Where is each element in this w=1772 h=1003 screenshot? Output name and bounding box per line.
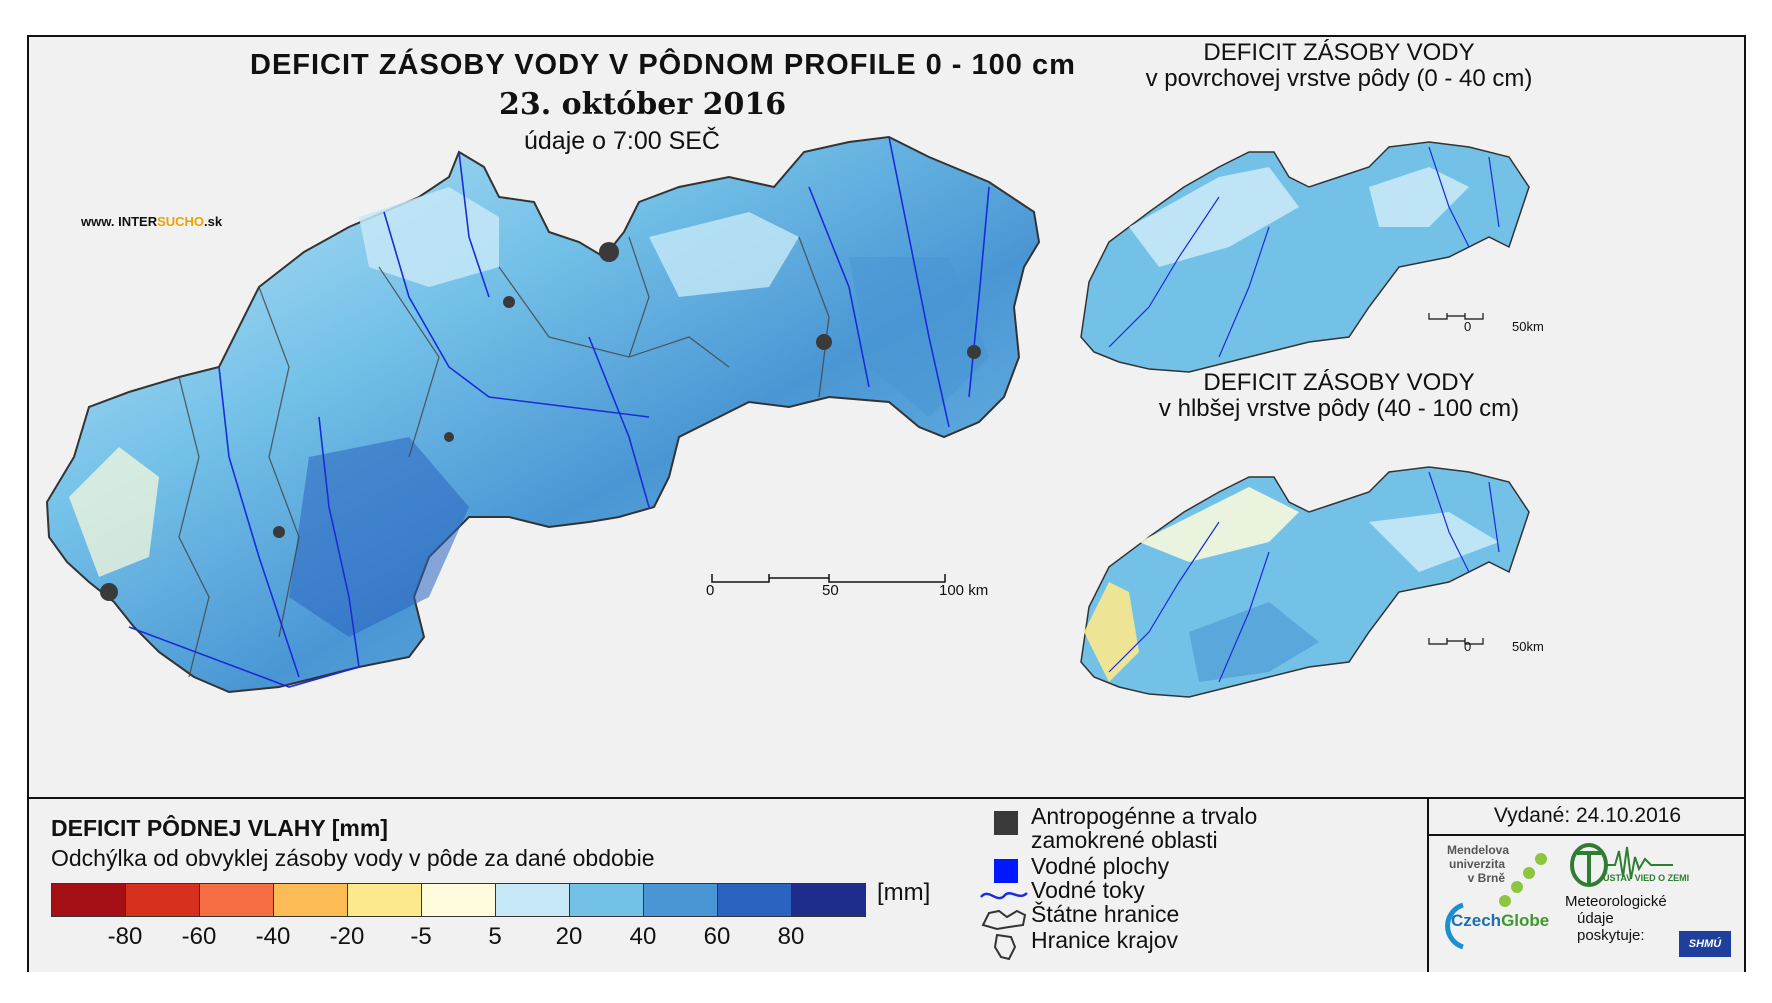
color-swatch xyxy=(125,883,200,917)
inset-bottom-map xyxy=(1080,466,1530,698)
legend-urban-label-2: zamokrené oblasti xyxy=(1031,827,1218,853)
color-ramp-tick: 40 xyxy=(629,923,657,950)
color-swatch xyxy=(569,883,644,917)
legend-water-bodies-label: Vodné plochy xyxy=(1031,853,1170,879)
ustav-logo-icon xyxy=(1570,843,1673,887)
color-ramp-tick: 80 xyxy=(777,923,805,950)
shmu-logo: SHMÚ xyxy=(1679,931,1731,957)
color-ramp-tick: 20 xyxy=(555,923,583,950)
region-border-icon xyxy=(993,933,1017,961)
color-swatch xyxy=(347,883,422,917)
slovakia-inset-top-shape xyxy=(1080,141,1530,373)
inset-top-scale-50: 50km xyxy=(1512,319,1544,334)
color-ramp-tick: -20 xyxy=(329,923,365,950)
color-ramp-tick: -5 xyxy=(410,923,432,950)
slovakia-main-shape xyxy=(45,135,1041,694)
main-date: 23. október 2016 xyxy=(499,87,787,122)
color-swatch xyxy=(643,883,718,917)
inset-bottom-scale-0: 0 xyxy=(1464,639,1472,654)
river-line-icon xyxy=(980,892,1028,900)
issued-date: Vydané: 24.10.2016 xyxy=(1493,804,1682,827)
pale-patch xyxy=(359,187,499,287)
water-body-swatch xyxy=(994,859,1018,883)
inset-top-map xyxy=(1080,141,1530,373)
inset-bottom-title-1: DEFICIT ZÁSOBY VODY xyxy=(1203,369,1475,396)
czechglobe-arc-icon xyxy=(1445,902,1464,950)
legend-title: DEFICIT PÔDNEJ VLAHY [mm] xyxy=(51,815,388,841)
inset-top-title-2: v povrchovej vrstve pôdy (0 - 40 cm) xyxy=(1145,65,1533,92)
legend-state-borders-label: Štátne hranice xyxy=(1031,901,1180,927)
dark-patch-east xyxy=(849,257,989,417)
czechglobe-logo: CzechGlobe xyxy=(1451,911,1550,930)
pale-patch-center xyxy=(649,212,799,297)
inset-bottom-scale-50: 50km xyxy=(1512,639,1544,654)
color-swatch xyxy=(717,883,792,917)
color-swatch xyxy=(421,883,496,917)
dark-patch xyxy=(289,437,469,637)
color-ramp-tick: -60 xyxy=(181,923,217,950)
mendel-dots-icon xyxy=(1499,853,1547,907)
map-area: DEFICIT ZÁSOBY VODY V PÔDNOM PROFILE 0 -… xyxy=(29,37,1744,797)
inset-top-title-1: DEFICIT ZÁSOBY VODY xyxy=(1203,39,1475,66)
legend-area: DEFICIT PÔDNEJ VLAHY [mm] Odchýlka od ob… xyxy=(29,797,1746,972)
color-ramp-tick: -40 xyxy=(255,923,291,950)
main-scale-0: 0 xyxy=(706,582,715,599)
main-scale-100: 100 km xyxy=(939,582,989,599)
color-swatch xyxy=(51,883,126,917)
river-network xyxy=(128,136,990,688)
legend-region-borders-label: Hranice krajov xyxy=(1031,927,1178,953)
region-borders xyxy=(178,236,830,678)
legend-urban-label-1: Antropogénne a trvalo xyxy=(1031,803,1258,829)
website-link[interactable]: www. INTERSUCHO.sk xyxy=(81,214,223,229)
color-swatch xyxy=(199,883,274,917)
main-scale-bar xyxy=(711,574,946,583)
color-swatch xyxy=(495,883,570,917)
inset-bottom-title-2: v hlbšej vrstve pôdy (40 - 100 cm) xyxy=(1158,395,1520,422)
legend-unit: [mm] xyxy=(877,879,931,906)
color-ramp-tick: 60 xyxy=(703,923,731,950)
website-highlight: SUCHO xyxy=(157,214,205,229)
main-title: DEFICIT ZÁSOBY VODY V PÔDNOM PROFILE 0 -… xyxy=(250,49,1076,81)
color-swatch xyxy=(791,883,866,917)
main-map-svg xyxy=(45,135,1041,694)
mendel-logo-text: Mendelova univerzita v Brně xyxy=(1447,843,1510,885)
inset-top-scale-0: 0 xyxy=(1464,319,1472,334)
map-frame: DEFICIT ZÁSOBY VODY V PÔDNOM PROFILE 0 -… xyxy=(27,35,1746,972)
meteo-credit: Meteorologické údaje poskytuje: xyxy=(1565,893,1667,944)
color-ramp-tick: -80 xyxy=(107,923,143,950)
state-border-icon xyxy=(981,909,1027,931)
slovakia-inset-bottom-shape xyxy=(1080,466,1530,698)
main-time-note: údaje o 7:00 SEČ xyxy=(524,127,720,155)
ustav-logo-text: ÚSTAV VIED O ZEMI xyxy=(1603,873,1690,883)
legend-rivers-label: Vodné toky xyxy=(1031,877,1145,903)
main-scale-50: 50 xyxy=(822,582,839,599)
urban-areas xyxy=(100,242,981,601)
legend-subtitle: Odchýlka od obvyklej zásoby vody v pôde … xyxy=(51,845,655,871)
color-ramp-tick: 5 xyxy=(488,923,502,950)
issued-box: Vydané: 24.10.2016 Mendelova univerzita … xyxy=(1427,799,1746,972)
urban-area-swatch xyxy=(994,811,1018,835)
pale-patch-west xyxy=(69,447,159,577)
color-swatch xyxy=(273,883,348,917)
